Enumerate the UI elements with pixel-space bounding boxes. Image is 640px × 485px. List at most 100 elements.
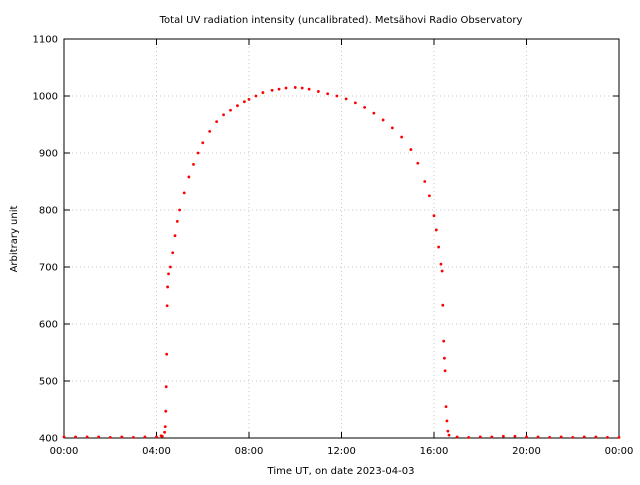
data-point: [442, 339, 446, 343]
data-point: [167, 272, 170, 276]
data-points: [62, 86, 621, 439]
data-point: [439, 262, 443, 266]
data-point: [229, 108, 232, 112]
data-point: [423, 180, 427, 183]
data-point: [97, 435, 101, 439]
data-point: [293, 86, 297, 89]
data-point: [178, 208, 182, 212]
data-point: [381, 118, 385, 122]
data-point: [242, 100, 246, 104]
data-point: [434, 228, 438, 232]
data-point: [400, 135, 404, 139]
data-point: [440, 269, 444, 273]
data-point: [166, 285, 170, 289]
data-point: [525, 435, 528, 439]
data-point: [559, 435, 563, 439]
data-point: [208, 129, 212, 133]
data-point: [548, 436, 552, 439]
data-point: [175, 220, 179, 223]
x-axis-label: Time UT, on date 2023-04-03: [267, 466, 415, 477]
data-point: [187, 175, 191, 179]
data-point: [536, 435, 540, 439]
data-point: [441, 303, 445, 307]
grid: [64, 39, 619, 438]
data-point: [444, 405, 448, 409]
data-point: [409, 148, 413, 151]
data-point: [353, 101, 357, 105]
data-point: [171, 251, 175, 255]
x-tick-label: 00:00: [605, 446, 634, 457]
data-point: [261, 91, 265, 94]
data-point: [192, 163, 195, 166]
y-tick-label: 900: [39, 149, 58, 160]
y-tick-label: 700: [39, 263, 58, 274]
data-point: [300, 86, 304, 90]
data-point: [270, 88, 274, 92]
data-point: [326, 92, 330, 96]
data-point: [416, 161, 420, 165]
data-point: [432, 214, 436, 218]
data-point: [215, 120, 219, 124]
data-point: [594, 435, 598, 439]
data-point: [173, 234, 177, 238]
data-point: [201, 141, 205, 145]
data-point: [447, 433, 451, 437]
data-point: [316, 90, 320, 93]
data-point: [143, 435, 147, 439]
axis-ticks: 400 500 600 700 800 900 1000 1100 00:00 04:00 08:0…: [33, 35, 634, 458]
data-point: [165, 352, 169, 356]
data-point: [446, 429, 450, 433]
data-point: [131, 436, 135, 439]
x-tick-label: 04:00: [142, 446, 171, 457]
x-tick-label: 12:00: [327, 446, 356, 457]
data-point: [582, 435, 586, 439]
data-point: [277, 87, 281, 91]
data-point: [443, 369, 447, 373]
data-point: [74, 435, 77, 439]
y-tick-label: 800: [39, 206, 58, 217]
data-point: [196, 151, 200, 155]
data-point: [427, 194, 431, 198]
y-tick-label: 600: [39, 320, 58, 331]
data-point: [372, 111, 376, 115]
data-point: [155, 435, 158, 439]
x-tick-label: 08:00: [235, 446, 264, 457]
data-point: [606, 436, 609, 439]
data-point: [62, 435, 66, 439]
chart-title: Total UV radiation intensity (uncalibrat…: [159, 15, 523, 26]
data-point: [455, 435, 459, 439]
data-point: [284, 86, 288, 90]
x-tick-label: 16:00: [420, 446, 449, 457]
x-tick-label: 00:00: [50, 446, 79, 457]
y-tick-label: 1100: [33, 35, 58, 46]
x-tick-label: 20:00: [512, 446, 541, 457]
data-point: [182, 191, 186, 195]
y-axis-label: Arbitrary unit: [9, 206, 20, 273]
data-point: [164, 385, 168, 389]
data-point: [163, 425, 167, 428]
data-point: [335, 94, 339, 98]
data-point: [160, 434, 164, 438]
data-point: [247, 98, 251, 101]
data-point: [344, 97, 348, 101]
data-point: [236, 104, 239, 108]
data-point: [163, 430, 166, 434]
data-point: [501, 434, 505, 438]
data-point: [108, 436, 112, 439]
data-point: [168, 265, 172, 269]
y-tick-label: 400: [39, 434, 58, 445]
data-point: [254, 94, 258, 98]
y-tick-label: 500: [39, 377, 58, 388]
data-point: [478, 435, 482, 439]
data-point: [617, 436, 621, 439]
data-point: [513, 434, 517, 438]
data-point: [445, 419, 449, 423]
data-point: [443, 356, 446, 360]
data-point: [467, 436, 471, 439]
data-point: [164, 409, 168, 413]
data-point: [165, 304, 169, 308]
data-point: [437, 245, 441, 249]
data-point: [120, 435, 124, 439]
